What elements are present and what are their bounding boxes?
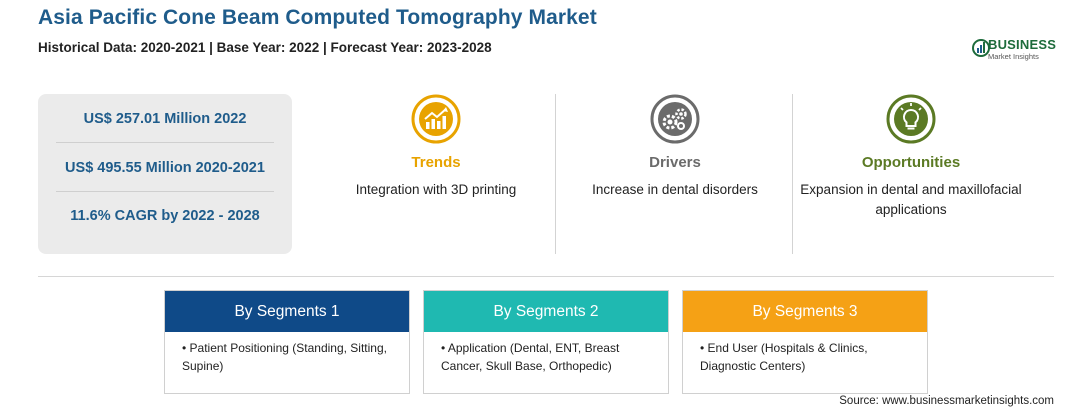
column-divider [555,94,556,254]
logo-globe-icon [972,39,990,57]
page-title: Asia Pacific Cone Beam Computed Tomograp… [38,6,597,29]
source-note: Source: www.businessmarketinsights.com [839,395,1054,407]
stat-market-value-2022: US$ 257.01 Million 2022 [83,111,247,127]
opportunities-heading: Opportunities [861,154,961,171]
column-divider [792,94,793,254]
segment-card-2: By Segments 2 • Application (Dental, ENT… [423,290,669,394]
logo-text-sub: Market Insights [988,52,1039,61]
lightbulb-icon [886,94,936,144]
segment-2-item: • Application (Dental, ENT, Breast Cance… [441,341,620,373]
trends-column: Trends Integration with 3D printing [318,94,554,200]
chart-growth-icon [411,94,461,144]
trends-heading: Trends [411,154,461,171]
opportunities-column: Opportunities Expansion in dental and ma… [793,94,1029,220]
stat-cagr: 11.6% CAGR by 2022 - 2028 [70,208,260,224]
drivers-heading: Drivers [649,154,701,171]
segment-2-heading: By Segments 2 [424,291,668,332]
section-divider [38,276,1054,277]
opportunities-text: Expansion in dental and maxillofacial ap… [800,182,1022,217]
drivers-text: Increase in dental disorders [592,182,758,197]
segment-3-item: • End User (Hospitals & Clinics, Diagnos… [700,341,868,373]
trends-text: Integration with 3D printing [355,182,517,197]
drivers-column: Drivers Increase in dental disorders [557,94,793,200]
segment-1-item: • Patient Positioning (Standing, Sitting… [182,341,387,373]
logo-text-main: BUSINESS [988,37,1057,52]
stat-divider [56,142,274,143]
segment-3-heading: By Segments 3 [683,291,927,332]
stat-market-value-historical: US$ 495.55 Million 2020-2021 [65,160,265,176]
page-subtitle: Historical Data: 2020-2021 | Base Year: … [38,40,492,55]
market-stats-panel: US$ 257.01 Million 2022 US$ 495.55 Milli… [38,94,292,254]
stat-divider [56,191,274,192]
business-market-insights-logo: BUSINESS Market Insights [972,36,1072,62]
segment-1-heading: By Segments 1 [165,291,409,332]
segment-card-3: By Segments 3 • End User (Hospitals & Cl… [682,290,928,394]
segment-card-1: By Segments 1 • Patient Positioning (Sta… [164,290,410,394]
gears-icon [650,94,700,144]
